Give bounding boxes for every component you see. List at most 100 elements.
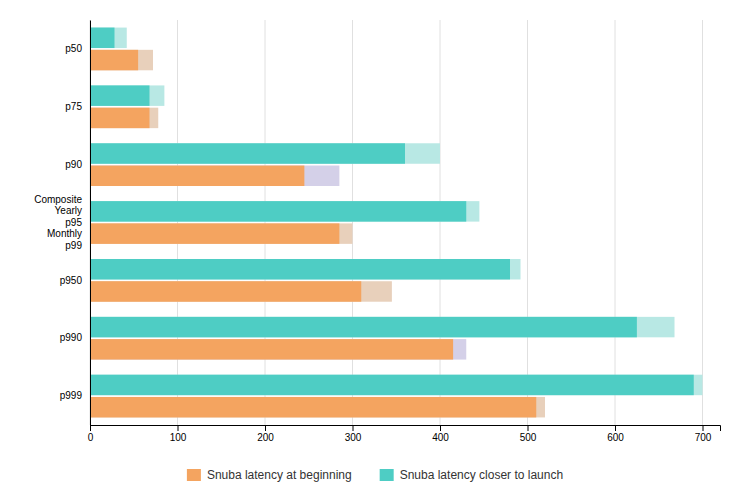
x-axis: 0 100 200 300 400 500 600 700 [88, 425, 721, 443]
tick-label: 400 [432, 432, 449, 443]
tick: p990 [60, 332, 83, 343]
bar [90, 201, 479, 221]
bar [90, 339, 453, 359]
grid-line [615, 20, 616, 425]
bar [90, 281, 392, 301]
tick-mark [528, 425, 529, 431]
tick-label-line: Monthly [47, 228, 82, 239]
axis-line [91, 426, 721, 432]
tick: p50 [65, 43, 82, 54]
legend-swatch [380, 469, 394, 481]
tick: p999 [60, 390, 83, 401]
bar [90, 259, 521, 279]
bar [90, 143, 405, 163]
legend-swatch [187, 469, 201, 481]
bar [90, 50, 153, 70]
grid [90, 20, 703, 425]
tick-label: 700 [695, 432, 712, 443]
bar [90, 375, 694, 395]
tick: p90 [65, 159, 82, 170]
tick: 500 [520, 425, 537, 443]
tick-label: 500 [520, 432, 537, 443]
tick: 100 [170, 425, 187, 443]
bars [90, 28, 703, 418]
tick-label: p990 [60, 332, 83, 343]
tick-mark [703, 425, 704, 431]
tick: p950 [60, 275, 83, 286]
tick-label-line: p99 [65, 240, 82, 251]
tick: 400 [432, 425, 449, 443]
tick: 300 [345, 425, 362, 443]
bar [90, 375, 703, 395]
bar [90, 317, 637, 337]
legend-label: Snuba latency at beginning [207, 468, 352, 482]
tick-label: CompositeYearlyp95Monthlyp99 [34, 194, 82, 251]
tick: CompositeYearlyp95Monthlyp99 [34, 194, 82, 251]
legend-item: Snuba latency closer to launch [380, 468, 563, 482]
bar [90, 281, 361, 301]
axis-line [90, 21, 91, 426]
bar [90, 166, 304, 186]
tick: 700 [695, 425, 712, 443]
tick: 0 [88, 425, 94, 443]
grid-line [440, 20, 441, 425]
tick-label: 200 [257, 432, 274, 443]
legend-label: Snuba latency closer to launch [400, 468, 563, 482]
grid-line [702, 20, 703, 425]
bar [90, 108, 158, 128]
grid-line [90, 20, 91, 425]
tick-label: p950 [60, 275, 83, 286]
tick-mark [90, 425, 91, 431]
grid-line [265, 20, 266, 425]
tick-label: p75 [65, 101, 82, 112]
bar [90, 223, 339, 243]
tick-label-line: p95 [65, 217, 82, 228]
bar [90, 28, 115, 48]
tick-label: 0 [88, 432, 94, 443]
bar [90, 339, 466, 359]
tick-label-line: p90 [65, 159, 82, 170]
tick-label: p999 [60, 390, 83, 401]
bar [90, 143, 440, 163]
grid-line [177, 20, 178, 425]
y-axis: p50p75p90CompositeYearlyp95Monthlyp99p95… [34, 21, 90, 426]
tick-mark [265, 425, 266, 431]
chart: 0 100 200 300 400 500 600 700 p50 p75 p90 Composite… [0, 0, 750, 500]
grid-line [527, 20, 528, 425]
tick-label-line: p75 [65, 101, 82, 112]
tick-label-line: p950 [60, 275, 83, 286]
plot: 0 100 200 300 400 500 600 700 p50 p75 p90 Composite… [34, 20, 720, 443]
grid-line [352, 20, 353, 425]
tick-label-line: Composite [34, 194, 82, 205]
bar [90, 397, 545, 417]
tick: p75 [65, 101, 82, 112]
bar [90, 85, 150, 105]
bar [90, 28, 127, 48]
tick-label: 100 [170, 432, 187, 443]
bar [90, 201, 466, 221]
bar [90, 317, 675, 337]
bar [90, 108, 150, 128]
legend: Snuba latency at beginning Snuba latency … [187, 468, 563, 482]
bar [90, 50, 138, 70]
tick-label-line: p50 [65, 43, 82, 54]
tick-mark [440, 425, 441, 431]
tick-label: 600 [607, 432, 624, 443]
tick-label-line: p990 [60, 332, 83, 343]
bar [90, 259, 510, 279]
bar [90, 223, 353, 243]
tick-mark [615, 425, 616, 431]
tick-label: p50 [65, 43, 82, 54]
bar [90, 166, 339, 186]
tick-mark [178, 425, 179, 431]
tick-mark [353, 425, 354, 431]
tick-label-line: p999 [60, 390, 83, 401]
legend-item: Snuba latency at beginning [187, 468, 352, 482]
tick: 600 [607, 425, 624, 443]
tick: 200 [257, 425, 274, 443]
tick-label-line: Yearly [55, 205, 82, 216]
tick-label: 300 [345, 432, 362, 443]
tick-label: p90 [65, 159, 82, 170]
bar [90, 85, 164, 105]
bar [90, 397, 536, 417]
